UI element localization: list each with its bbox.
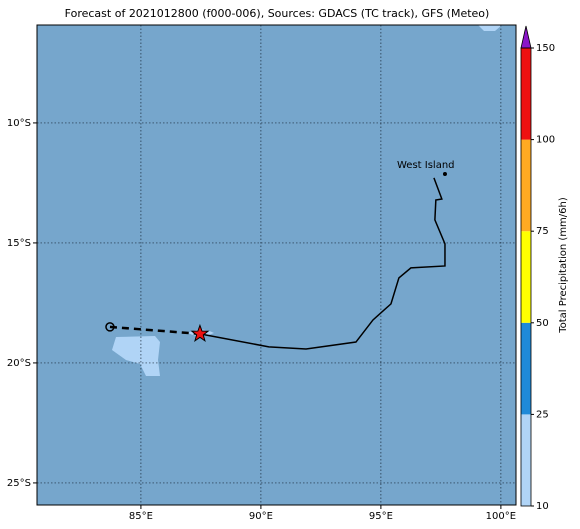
track — [199, 177, 446, 350]
title: Forecast of 2021012800 (f000-006), Sourc… — [65, 7, 490, 20]
place-marker — [442, 172, 447, 177]
colorbar-segment — [521, 322, 531, 415]
colorbar-tick-label: 25 — [536, 409, 549, 420]
colorbar-tick-label: 10 — [536, 501, 549, 512]
colorbar-extend — [520, 25, 532, 49]
colorbar-segment — [521, 48, 531, 140]
lat-label: 10°S — [7, 118, 31, 129]
colorbar-tick-label: 150 — [536, 43, 555, 54]
current-position — [190, 323, 210, 342]
colorbar-frame — [520, 47, 532, 507]
colorbar-tick-label: 100 — [536, 135, 555, 146]
map-layer — [37, 25, 516, 505]
place-label: West Island — [397, 160, 455, 171]
forecast-position — [105, 322, 115, 332]
colorbar-segment — [521, 414, 531, 506]
lon-label: 100°E — [486, 511, 516, 522]
colorbar-label: Total Precipitation (mm/6h) — [558, 197, 569, 334]
colorbar-tick-label: 50 — [536, 318, 549, 329]
precip-patch — [112, 336, 160, 376]
ocean — [37, 25, 516, 505]
colorbar-segment — [521, 139, 531, 232]
colorbar-tick-label: 75 — [536, 226, 549, 237]
forecast-track — [109, 325, 201, 336]
lat-label: 25°S — [7, 478, 31, 489]
lon-label: 95°E — [369, 511, 393, 522]
colorbar-segment — [521, 231, 531, 323]
lat-label: 20°S — [7, 358, 31, 369]
map-frame — [36, 24, 517, 506]
lon-label: 85°E — [129, 511, 153, 522]
lat-label: 15°S — [7, 238, 31, 249]
lon-label: 90°E — [249, 511, 273, 522]
precip-patch — [478, 25, 502, 31]
